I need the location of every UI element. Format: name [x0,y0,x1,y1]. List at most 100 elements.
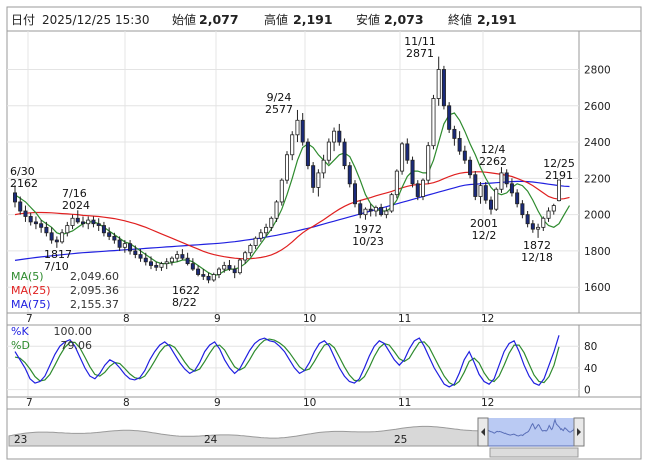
candle [164,258,169,270]
annotation-value: 1972 [354,223,382,236]
ma5-line [14,112,571,277]
candle [337,123,342,146]
candle [33,216,38,230]
candle [169,256,174,266]
candle [232,265,237,279]
candle [457,131,462,155]
month-label: 7 [26,397,33,409]
stoch-legend-value: 79.06 [61,339,93,352]
candle [515,189,520,208]
legend-name: MA(75) [11,298,51,311]
legend-item: MA(75) 2,155.37 [11,298,119,311]
annotation-date: 8/22 [172,296,197,309]
candle [237,258,242,275]
candle [389,192,394,213]
open-value: 2,077 [199,12,239,27]
annotation-date: 12/4 [481,143,506,156]
month-axis-1 [6,312,642,326]
candle [363,207,368,220]
candle [148,256,153,270]
candle [75,210,80,224]
candle [196,265,201,277]
candle [143,252,148,266]
candle [352,180,357,208]
legend-value: 2,049.60 [70,270,119,283]
candle [107,227,112,241]
ma-legend: MA(5) 2,049.60 MA(25) 2,095.36 MA(75) 2,155.3… [11,270,119,311]
candle [347,162,352,188]
candle [499,167,504,193]
chevron-right-icon [577,428,581,436]
candle [65,221,70,237]
candle [436,56,441,106]
candle [290,131,295,161]
candle [269,216,274,231]
month-label: 9 [214,397,221,409]
candle [28,212,33,226]
low-value: 2,073 [384,12,424,27]
candle [190,258,195,271]
stoch-d-line [14,338,560,387]
navigator-scrollbar[interactable] [489,447,579,458]
price-tick-label: 2800 [584,64,611,76]
candle [274,200,279,222]
candle [426,142,431,184]
legend-item: MA(5) 2,049.60 [11,270,119,283]
annotation-value: 1872 [523,239,551,252]
navigator-left-handle[interactable] [477,417,489,447]
candle [332,127,337,152]
price-tick-label: 2000 [584,210,611,222]
stoch-legend-item: %K 100.00 [11,325,92,338]
candle [546,207,551,222]
candle [54,236,59,248]
ma25-line [14,171,570,260]
stoch-legend-name: %K [11,325,29,338]
price-tick-label: 1800 [584,246,611,258]
candle [530,220,535,233]
price-tick-labels: 1600 1800 2000 2200 2400 2600 2800 [584,64,611,294]
month-label: 10 [303,397,316,409]
candle [504,169,509,188]
date-label: 日付 [11,13,35,27]
candle [284,151,289,184]
candle [415,180,420,201]
navigator-right-handle[interactable] [573,417,585,447]
candle [405,138,410,164]
close-label: 終値 [448,12,472,27]
month-axis-2 [6,396,642,410]
candle [520,200,525,219]
candle [541,216,546,231]
candle [473,171,478,201]
candle [452,125,457,146]
candle [494,187,499,212]
candle [91,216,96,228]
candle [483,181,488,204]
month-label: 10 [303,313,316,325]
stoch-legend-item: %D 79.06 [11,339,92,352]
candle [222,261,227,273]
candle [400,142,405,175]
candle [379,203,384,217]
candle [420,178,425,201]
annotation-value: 2871 [406,47,434,60]
annotation-date: 12/2 [472,229,497,242]
stoch-tick-label: 40 [584,363,597,375]
stoch-legend-value: 100.00 [54,325,93,338]
candle [557,179,562,202]
candle [311,162,316,193]
candle [536,223,541,238]
month-labels-2: 7 8 9 10 11 12 [26,397,494,409]
chevron-left-icon [481,428,485,436]
navigator-year-label: 25 [394,434,407,446]
candle [509,178,514,197]
candle [478,181,483,204]
stoch-k-line [14,335,560,388]
